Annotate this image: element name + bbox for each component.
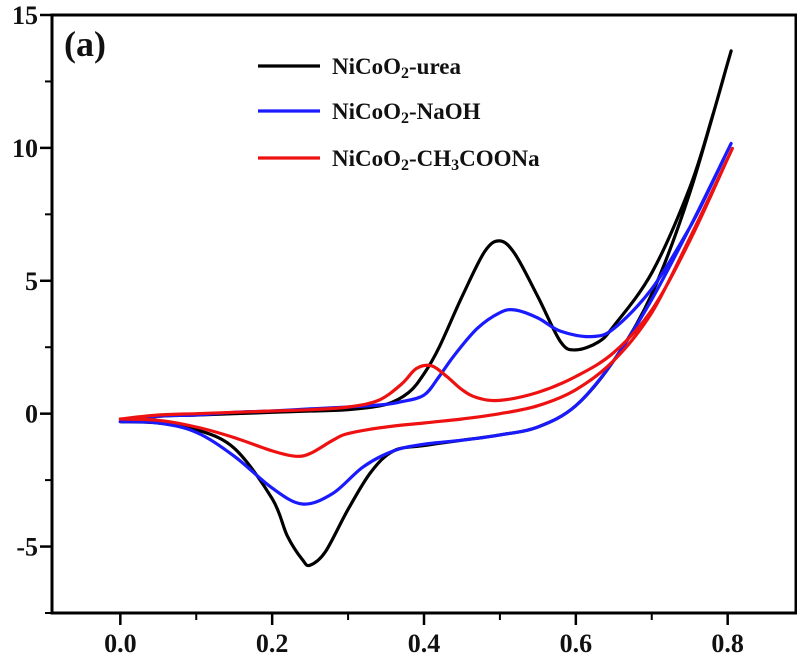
- series-layer: [118, 49, 735, 568]
- panel-label: (a): [64, 24, 106, 64]
- y-tick-label: -5: [16, 533, 38, 562]
- y-tick-label: 5: [25, 267, 38, 296]
- series-line-3: [118, 146, 735, 458]
- y-tick-label: 10: [12, 134, 38, 163]
- legend-label: NiCoO2-NaOH: [332, 99, 481, 127]
- x-tick-label: 0.0: [104, 629, 137, 658]
- tick-labels: 0.0 0.2 0.4 0.6 0.8 -5 0 5 10 15: [12, 1, 744, 658]
- y-tick-label: 15: [12, 1, 38, 30]
- x-tick-label: 0.6: [560, 629, 593, 658]
- legend-label: NiCoO2-CH3COONa: [332, 146, 540, 174]
- series-line-2: [118, 141, 733, 506]
- legend-label: NiCoO2-urea: [332, 54, 461, 82]
- series-line-1: [118, 49, 733, 568]
- legend: NiCoO2-urea NiCoO2-NaOH NiCoO2-CH3COONa: [258, 54, 540, 174]
- x-tick-label: 0.8: [711, 629, 744, 658]
- y-tick-label: 0: [25, 400, 38, 429]
- axis-ticks: [40, 13, 729, 625]
- x-tick-label: 0.2: [256, 629, 289, 658]
- x-tick-label: 0.4: [408, 629, 441, 658]
